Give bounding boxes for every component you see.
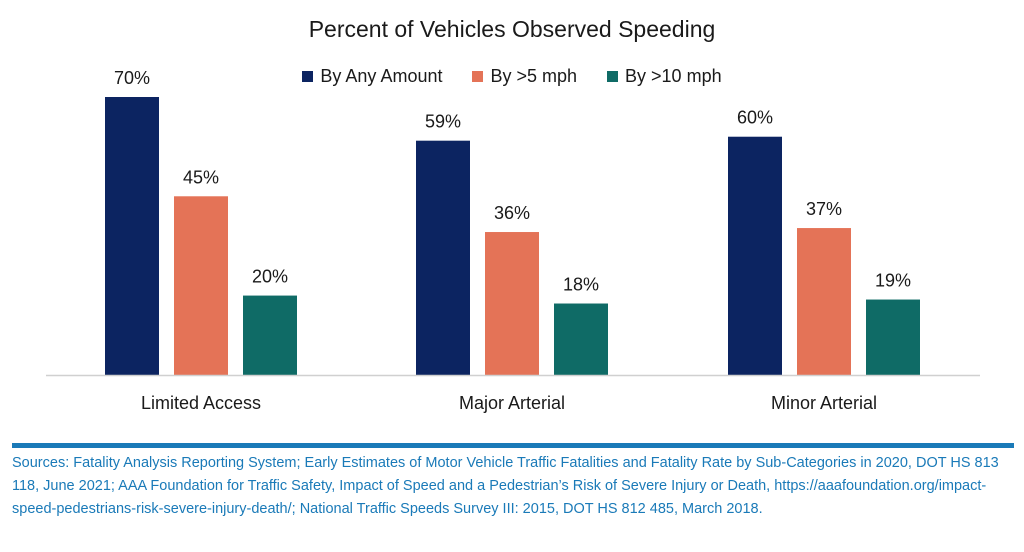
data-label-major-arterial-over-5-mph: 36% [494, 203, 530, 223]
source-divider [12, 443, 1014, 448]
bar-limited-access-any-amount [105, 97, 159, 375]
chart-legend: By Any Amount By >5 mph By >10 mph [0, 66, 1024, 87]
chart-title: Percent of Vehicles Observed Speeding [308, 16, 716, 42]
bar-chart: 70% 45% 20% Limited Access 59% 36% 18% Major Ar… [46, 68, 980, 413]
legend-swatch-over-5-mph [472, 71, 484, 82]
data-label-limited-access-over-5-mph: 45% [183, 167, 219, 187]
legend-label-over-5-mph: By >5 mph [490, 66, 578, 86]
legend-label-any-amount: By Any Amount [320, 66, 443, 86]
bar-major-arterial-any-amount [416, 140, 470, 375]
legend-item-any-amount: By Any Amount [302, 66, 442, 87]
category-label-limited-access: Limited Access [141, 393, 261, 413]
data-label-limited-access-any-amount: 70% [114, 68, 150, 88]
bar-minor-arterial-any-amount [728, 136, 782, 375]
legend-swatch-any-amount [302, 71, 314, 82]
category-label-major-arterial: Major Arterial [459, 393, 565, 413]
category-label-minor-arterial: Minor Arterial [771, 393, 877, 413]
bar-limited-access-over-5-mph [174, 196, 228, 375]
legend-item-over-5-mph: By >5 mph [472, 66, 577, 87]
bar-limited-access-over-10-mph [243, 295, 297, 375]
bar-minor-arterial-over-5-mph [797, 228, 851, 375]
legend-label-over-10-mph: By >10 mph [625, 66, 722, 86]
data-label-minor-arterial-over-5-mph: 37% [806, 199, 842, 219]
data-label-major-arterial-over-10-mph: 18% [563, 275, 599, 295]
data-label-major-arterial-any-amount: 59% [425, 112, 461, 132]
bar-major-arterial-over-5-mph [485, 232, 539, 375]
source-note: Sources: Fatality Analysis Reporting Sys… [12, 455, 999, 517]
bar-minor-arterial-over-10-mph [866, 299, 920, 375]
data-label-limited-access-over-10-mph: 20% [252, 267, 288, 287]
bar-major-arterial-over-10-mph [554, 303, 608, 375]
data-label-minor-arterial-over-10-mph: 19% [875, 271, 911, 291]
legend-item-over-10-mph: By >10 mph [607, 66, 722, 87]
data-label-minor-arterial-any-amount: 60% [737, 108, 773, 128]
legend-swatch-over-10-mph [607, 71, 619, 82]
